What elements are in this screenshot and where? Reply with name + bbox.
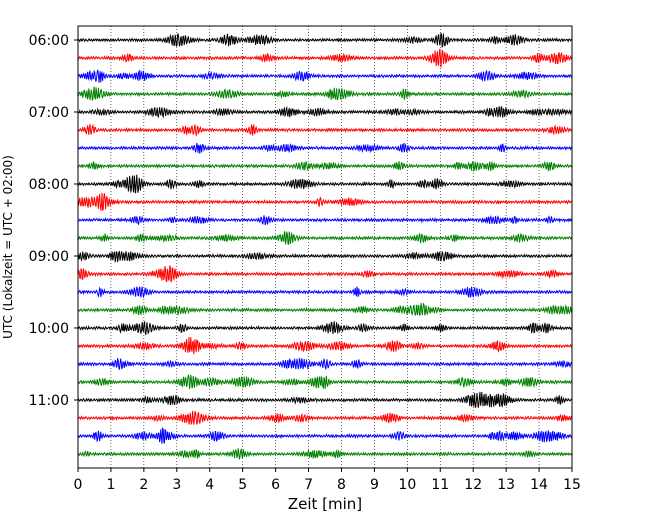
- trace-1130: [77, 426, 573, 444]
- y-tick-label-3: 09:00: [29, 249, 69, 265]
- trace-0830: [77, 214, 573, 226]
- trace-0630: [77, 69, 572, 83]
- x-tick-label-2: 2: [139, 477, 148, 493]
- x-axis-title: Zeit [min]: [288, 495, 362, 513]
- trace-1030: [77, 357, 573, 371]
- x-tick-label-14: 14: [530, 477, 548, 493]
- trace-0915: [77, 265, 573, 283]
- trace-0815: [77, 192, 572, 211]
- trace-0930: [77, 286, 573, 299]
- x-tick-label-10: 10: [398, 477, 416, 493]
- trace-1115: [77, 410, 572, 425]
- x-tick-label-7: 7: [304, 477, 313, 493]
- trace-0615: [77, 48, 573, 68]
- trace-1000: [77, 321, 573, 335]
- x-tick-label-9: 9: [370, 477, 379, 493]
- y-tick-label-2: 08:00: [29, 177, 69, 193]
- x-tick-label-0: 0: [74, 477, 83, 493]
- trace-0600: [77, 32, 573, 48]
- trace-0900: [77, 250, 573, 263]
- y-tick-label-4: 10:00: [29, 321, 69, 337]
- x-tick-label-3: 3: [172, 477, 181, 493]
- x-tick-label-12: 12: [464, 477, 482, 493]
- trace-1045: [77, 374, 573, 390]
- y-axis-ticks: 06:00 07:00 08:00 09:00 10:00 11:00: [29, 33, 78, 409]
- trace-0745: [77, 160, 573, 173]
- plot-frame: [77, 25, 573, 469]
- x-tick-label-13: 13: [497, 477, 515, 493]
- trace-1100: [77, 391, 572, 408]
- trace-0715: [77, 123, 573, 137]
- x-tick-label-5: 5: [238, 477, 247, 493]
- trace-0945: [77, 302, 573, 317]
- x-tick-label-15: 15: [563, 477, 581, 493]
- trace-1145: [77, 447, 573, 460]
- x-tick-label-1: 1: [106, 477, 115, 493]
- trace-0645: [77, 86, 573, 101]
- trace-0845: [77, 230, 573, 246]
- x-tick-label-4: 4: [205, 477, 214, 493]
- y-tick-label-1: 07:00: [29, 105, 69, 121]
- trace-1015: [77, 337, 572, 355]
- y-axis-title: UTC (Lokalzeit = UTC + 02:00): [1, 155, 15, 339]
- seismic-traces: [77, 32, 573, 460]
- x-tick-label-11: 11: [431, 477, 449, 493]
- x-axis-ticks: 0 1 2 3 4 5 6 7 8 9 10 11 12 13 14 15: [74, 468, 581, 493]
- trace-0700: [77, 105, 572, 119]
- x-tick-label-6: 6: [271, 477, 280, 493]
- trace-0800: [77, 174, 573, 194]
- y-tick-label-5: 11:00: [29, 393, 69, 409]
- trace-0730: [77, 142, 572, 154]
- x-tick-label-8: 8: [337, 477, 346, 493]
- y-tick-label-0: 06:00: [29, 33, 69, 49]
